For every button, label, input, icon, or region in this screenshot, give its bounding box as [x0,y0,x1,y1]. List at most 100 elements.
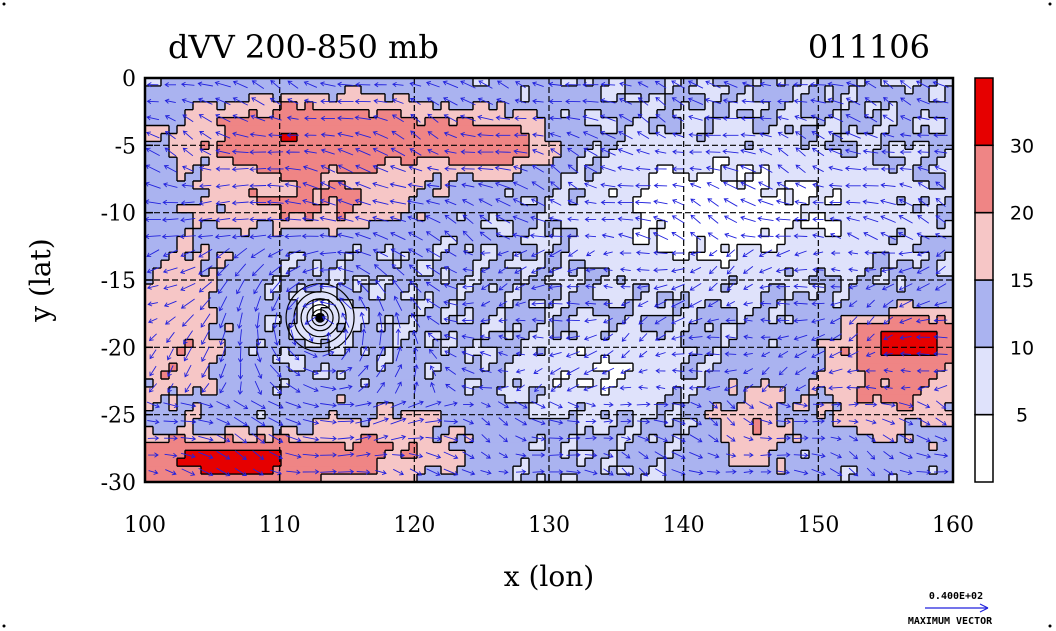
field-cell [665,355,674,364]
field-cell [361,323,370,333]
field-cell [649,180,658,190]
field-cell [585,157,594,166]
field-cell [673,339,682,348]
field-cell [601,450,610,459]
field-cell [745,299,754,309]
field-cell [641,307,650,317]
field-cell [769,283,778,293]
field-cell [713,299,722,309]
field-cell [217,85,226,95]
field-cell [897,291,906,301]
field-cell [281,379,290,388]
field-cell [257,458,266,467]
field-cell [529,323,538,333]
field-cell [289,307,298,317]
field-cell [145,117,154,127]
field-cell [377,426,386,436]
field-cell [361,363,370,372]
field-cell [649,402,658,412]
field-cell [473,93,482,103]
field-cell [473,260,482,269]
field-cell [713,196,722,206]
field-cell [233,371,242,380]
field-cell [721,442,730,451]
field-cell [481,252,490,261]
field-cell [217,315,226,325]
field-cell [305,109,314,119]
field-cell [849,379,858,388]
field-cell [657,133,666,142]
field-cell [497,236,506,245]
field-cell [897,323,906,333]
field-cell [553,133,562,142]
field-cell [457,109,466,119]
field-cell [585,307,594,317]
field-cell [569,133,578,142]
field-cell [497,212,506,222]
field-cell [409,220,418,230]
field-cell [425,434,434,443]
field-cell [929,402,938,412]
field-cell [753,85,762,95]
field-cell [401,307,410,317]
field-cell [241,78,250,87]
field-cell [825,307,834,317]
field-cell [649,109,658,119]
field-cell [513,157,522,166]
field-cell [297,85,306,95]
field-cell [265,125,274,135]
field-cell [361,386,370,396]
field-cell [521,236,530,245]
field-cell [753,434,762,443]
field-cell [817,180,826,190]
field-cell [849,196,858,206]
field-cell [257,260,266,269]
field-cell [537,323,546,333]
field-cell [249,339,258,348]
field-cell [865,371,874,380]
field-cell [665,173,674,182]
field-cell [441,402,450,412]
field-cell [441,458,450,467]
field-cell [201,133,210,142]
field-cell [393,133,402,142]
field-cell [665,363,674,372]
field-cell [393,236,402,245]
field-cell [737,426,746,436]
field-cell [153,117,162,127]
field-cell [169,157,178,166]
field-cell [249,228,258,238]
field-cell [265,371,274,380]
field-cell [193,323,202,333]
field-cell [209,188,218,198]
field-cell [913,101,922,111]
field-cell [537,339,546,348]
field-cell [529,157,538,166]
field-cell [777,307,786,317]
field-cell [801,101,810,111]
field-cell [593,339,602,348]
field-cell [417,315,426,325]
field-cell [217,442,226,451]
field-cell [281,268,290,277]
field-cell [257,339,266,348]
field-cell [633,371,642,380]
field-cell [777,355,786,364]
field-cell [513,418,522,428]
field-cell [409,133,418,142]
field-cell [633,149,642,158]
field-cell [321,450,330,459]
field-cell [169,109,178,119]
field-cell [153,228,162,238]
field-cell [217,458,226,467]
field-cell [177,173,186,182]
field-cell [689,109,698,119]
field-cell [393,220,402,230]
field-cell [849,260,858,269]
field-cell [489,466,498,475]
field-cell [377,315,386,325]
field-cell [377,236,386,245]
field-cell [337,426,346,436]
field-cell [345,85,354,95]
field-cell [793,173,802,182]
